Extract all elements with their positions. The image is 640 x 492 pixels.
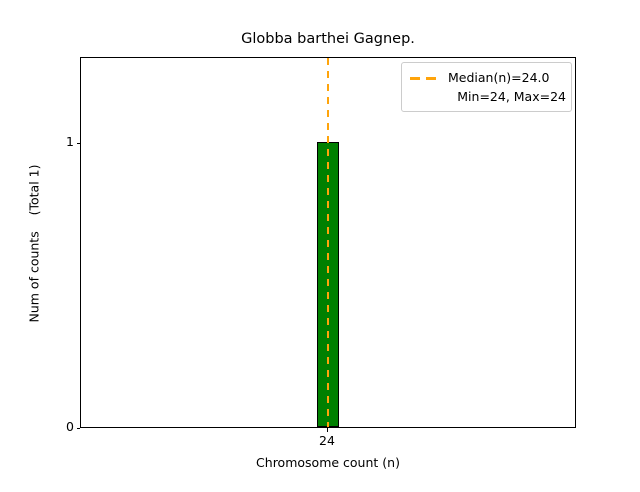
- x-tick-mark-24: [326, 428, 328, 432]
- median-reference-line: [327, 58, 330, 427]
- chart-figure: Globba barthei Gagnep. 0 1 24 Median(n)=…: [26, 31, 576, 470]
- y-tick-mark-0: [76, 427, 80, 429]
- legend-label-median-line1: Median(n)=24.0: [448, 70, 550, 85]
- x-tick-label-24: 24: [319, 433, 335, 448]
- y-axis-label: Num of counts (Total 1): [26, 164, 42, 323]
- y-tick-label-0: 0: [66, 419, 74, 434]
- y-tick-label-1: 1: [66, 134, 74, 149]
- y-tick-mark-1: [76, 142, 80, 144]
- legend-label-median: Median(n)=24.0 Min=24, Max=24: [448, 68, 566, 106]
- chart-title: Globba barthei Gagnep.: [241, 31, 415, 47]
- x-axis-label: Chromosome count (n): [256, 455, 400, 470]
- legend-label-median-line2: Min=24, Max=24: [457, 89, 566, 104]
- legend-entry-median: Median(n)=24.0 Min=24, Max=24: [402, 63, 571, 111]
- plot-axes: [80, 57, 576, 428]
- chart-legend[interactable]: Median(n)=24.0 Min=24, Max=24: [401, 62, 572, 112]
- plot-area: [81, 58, 575, 427]
- legend-dashed-line-icon: [410, 77, 442, 80]
